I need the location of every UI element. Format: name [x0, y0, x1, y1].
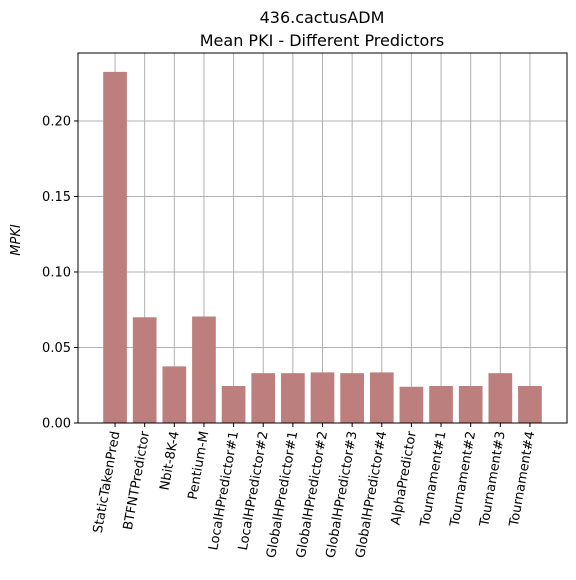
x-tick-label: Tournament#4 — [507, 430, 539, 529]
x-tick-label: Pentium-M — [186, 430, 213, 501]
bar — [399, 386, 424, 423]
x-tick-label: LocalHPredictor#1 — [206, 430, 242, 551]
y-tick-label: 0.20 — [42, 114, 71, 129]
plot-frame — [77, 52, 568, 424]
y-tick-label: 0.00 — [42, 417, 71, 432]
bar — [221, 386, 246, 423]
bar — [369, 372, 394, 423]
x-tick-label: StaticTakenPred — [91, 430, 124, 534]
y-tick-label: 0.10 — [42, 265, 71, 280]
bar — [132, 317, 157, 423]
x-tick-label: GlobalHPredictor#1 — [264, 430, 301, 559]
bar — [251, 373, 276, 423]
x-tick-label: LocalHPredictor#2 — [236, 430, 272, 551]
bar — [162, 366, 187, 423]
x-tick-label: AlphaPredictor — [389, 429, 420, 526]
x-tick-label: Nbit-8K-4 — [158, 430, 183, 491]
x-tick-label: Tournament#2 — [447, 430, 479, 529]
x-tick-label: GlobalHPredictor#3 — [323, 430, 360, 559]
bar — [488, 373, 513, 423]
bar — [103, 71, 127, 423]
y-axis-label: MPKI — [9, 224, 24, 256]
x-tick-label: Tournament#1 — [418, 430, 450, 529]
x-tick-label: Tournament#3 — [477, 430, 509, 529]
y-tick-label: 0.05 — [42, 341, 71, 356]
x-tick-label: BTFNTPredictor — [121, 429, 153, 531]
x-tick-label: GlobalHPredictor#2 — [294, 430, 331, 559]
x-tick-label: GlobalHPredictor#4 — [353, 430, 390, 559]
bar — [192, 316, 216, 423]
bars — [103, 71, 542, 423]
chart-subtitle: Mean PKI - Different Predictors — [200, 31, 445, 50]
y-tick-label: 0.15 — [42, 190, 71, 205]
bar — [429, 386, 453, 423]
bar — [281, 373, 305, 423]
bar — [340, 373, 364, 423]
bar — [458, 386, 483, 423]
bar — [518, 386, 542, 423]
chart-title: 436.cactusADM — [260, 8, 385, 27]
bar — [310, 372, 335, 423]
